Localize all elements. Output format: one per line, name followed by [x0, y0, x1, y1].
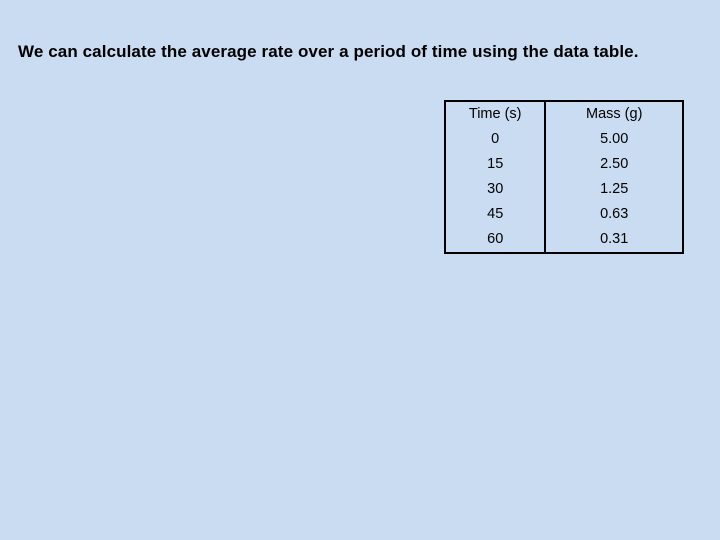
- mass-cell: 2.50: [600, 156, 629, 172]
- table-header-row: Time (s) Mass (g): [445, 101, 683, 127]
- data-table: Time (s) Mass (g) 0 5.00 15 2.50 30 1.25…: [444, 100, 684, 254]
- time-cell: 45: [445, 202, 547, 227]
- table-row: 60 0.31: [445, 227, 683, 253]
- table-row: 15 2.50: [445, 152, 683, 177]
- mass-cell: 0.31: [600, 231, 629, 247]
- mass-cell: 5.00: [600, 131, 629, 147]
- mass-cell: 0.63: [600, 206, 629, 222]
- table-row: 30 1.25: [445, 177, 683, 202]
- time-cell: 30: [445, 177, 547, 202]
- slide-title: We can calculate the average rate over a…: [18, 42, 639, 61]
- table-row: 0 5.00: [445, 127, 683, 152]
- column-header-time: Time (s): [445, 101, 547, 127]
- table-row: 45 0.63: [445, 202, 683, 227]
- mass-cell: 1.25: [600, 181, 629, 197]
- column-header-mass: Mass (g): [586, 106, 643, 122]
- time-cell: 0: [445, 127, 547, 152]
- time-cell: 15: [445, 152, 547, 177]
- time-cell: 60: [445, 227, 547, 253]
